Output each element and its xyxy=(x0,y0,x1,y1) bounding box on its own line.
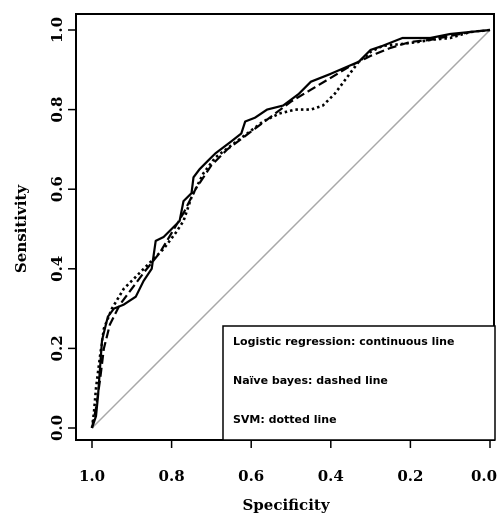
x-tick-label: 0.0 xyxy=(471,467,497,485)
roc-curves xyxy=(90,28,491,429)
y-tick-label: 0.6 xyxy=(48,176,66,202)
y-tick-label: 0.0 xyxy=(48,415,66,441)
roc-curve-svm xyxy=(90,28,491,429)
legend-entry-logistic: Logistic regression: continuous line xyxy=(233,335,454,348)
x-tick-label: 0.8 xyxy=(159,467,185,485)
legend-box xyxy=(222,325,496,441)
legend-entry-naive-bayes: Naïve bayes: dashed line xyxy=(233,374,388,387)
y-axis-ticks: 0.0 0.2 0.4 0.6 0.8 1.0 xyxy=(48,17,76,441)
x-tick-label: 1.0 xyxy=(79,467,105,485)
y-tick-label: 0.2 xyxy=(48,335,66,361)
legend: Logistic regression: continuous line Naï… xyxy=(222,325,496,441)
y-axis-title: Sensitivity xyxy=(12,184,30,273)
y-tick-label: 1.0 xyxy=(48,17,66,43)
x-axis-ticks: 1.0 0.8 0.6 0.4 0.2 0.0 xyxy=(79,440,497,485)
y-tick-label: 0.4 xyxy=(48,256,66,282)
legend-entry-svm: SVM: dotted line xyxy=(233,413,337,426)
y-tick-label: 0.8 xyxy=(48,97,66,123)
plot-area xyxy=(90,28,491,429)
x-tick-label: 0.6 xyxy=(238,467,264,485)
reference-diagonal-line xyxy=(91,29,491,429)
x-tick-label: 0.2 xyxy=(397,467,423,485)
x-tick-label: 0.4 xyxy=(318,467,344,485)
x-axis-title: Specificity xyxy=(242,496,330,514)
